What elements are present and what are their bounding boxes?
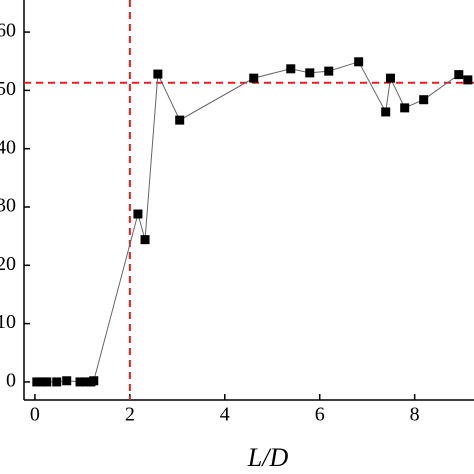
- x-tick-label: 6: [315, 404, 325, 426]
- data-point: [324, 66, 334, 76]
- y-tick-label: 40: [0, 136, 16, 158]
- data-point: [381, 107, 391, 117]
- y-tick-label: 30: [0, 195, 16, 217]
- x-tick-label: 0: [30, 404, 40, 426]
- x-axis-label: L/D: [247, 443, 289, 472]
- y-tick-label: 60: [0, 20, 16, 42]
- data-point: [81, 377, 91, 387]
- x-tick-label: 4: [220, 404, 230, 426]
- data-point: [52, 377, 62, 387]
- data-point: [454, 70, 464, 80]
- y-tick-label: 0: [6, 370, 16, 392]
- data-point: [42, 377, 52, 387]
- data-point: [463, 75, 473, 85]
- data-point: [62, 376, 72, 386]
- x-tick-label: 2: [125, 404, 135, 426]
- y-tick-label: 50: [0, 78, 16, 100]
- y-tick-label: 20: [0, 253, 16, 275]
- data-point: [286, 64, 296, 74]
- y-tick-label: 10: [0, 311, 16, 333]
- data-point: [419, 95, 429, 105]
- data-point: [75, 377, 85, 387]
- data-point: [354, 57, 364, 67]
- x-tick-label: 8: [410, 404, 420, 426]
- data-point: [400, 103, 410, 113]
- data-point: [89, 376, 99, 386]
- data-point: [175, 115, 185, 125]
- data-point: [385, 73, 395, 83]
- data-point: [37, 377, 47, 387]
- data-point: [305, 68, 315, 78]
- data-point: [140, 235, 150, 245]
- data-point: [133, 209, 143, 219]
- data-point: [153, 69, 163, 79]
- data-point: [249, 73, 259, 83]
- data-point: [32, 377, 42, 387]
